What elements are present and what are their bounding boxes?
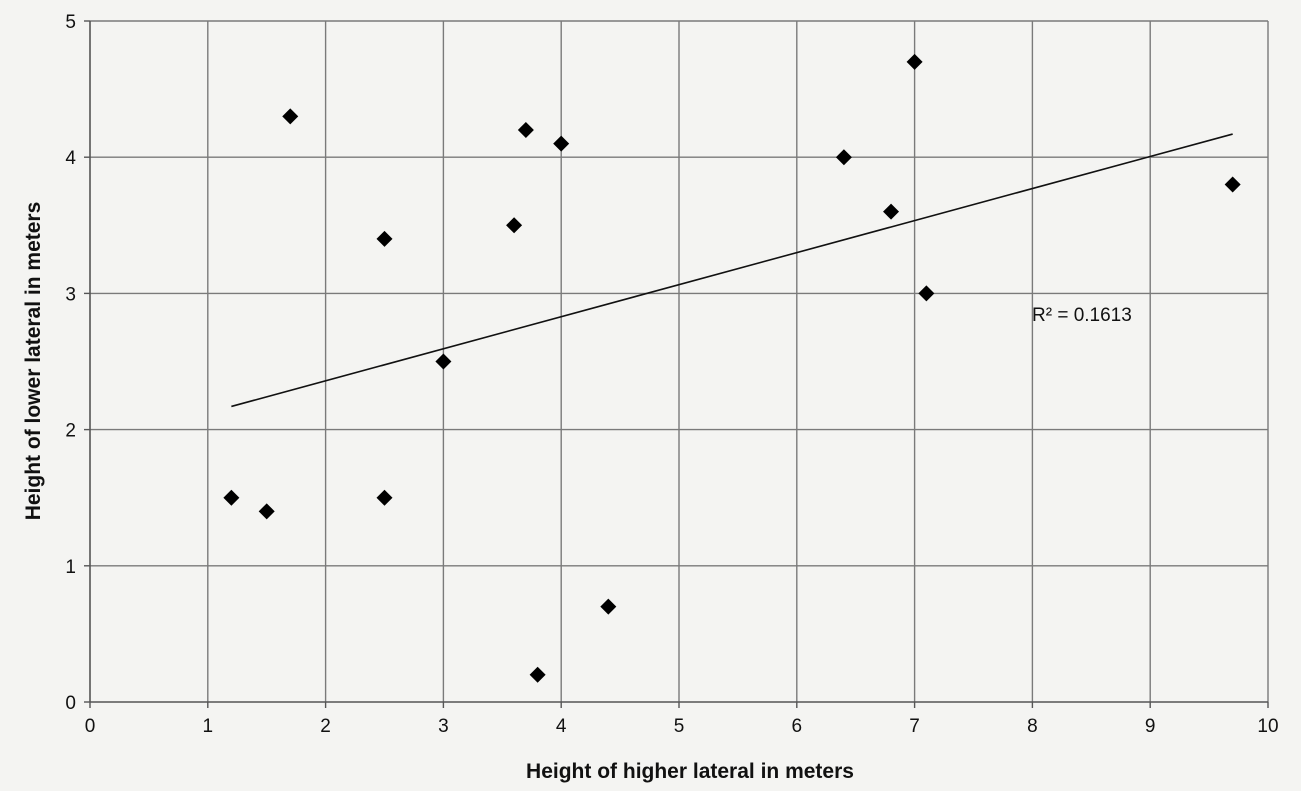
data-point (835, 149, 852, 166)
x-tick-label: 3 (438, 716, 449, 737)
data-point (529, 666, 546, 683)
y-tick-label: 5 (65, 12, 76, 33)
r-squared-label: R² = 0.1613 (1032, 305, 1132, 326)
data-point (376, 489, 393, 506)
data-point (906, 53, 923, 70)
data-point (376, 230, 393, 247)
data-points (223, 53, 1241, 683)
x-tick-label: 8 (1027, 716, 1038, 737)
data-point (553, 135, 570, 152)
data-point (258, 503, 275, 520)
x-tick-label: 1 (203, 716, 214, 737)
data-point (506, 217, 523, 234)
data-point (1224, 176, 1241, 193)
data-point (918, 285, 935, 302)
data-point (435, 353, 452, 370)
trendline-group (231, 133, 1233, 408)
x-tick-label: 2 (320, 716, 331, 737)
y-tick-label: 4 (65, 148, 76, 169)
y-tick-label: 2 (65, 421, 76, 442)
y-axis-title: Height of lower lateral in meters (22, 202, 45, 521)
axes (84, 20, 1269, 708)
x-tick-label: 7 (909, 716, 920, 737)
x-tick-label: 9 (1145, 716, 1156, 737)
y-tick-label: 0 (65, 693, 76, 714)
y-tick-label: 1 (65, 557, 76, 578)
data-point (223, 489, 240, 506)
data-point (282, 108, 299, 125)
x-axis-title: Height of higher lateral in meters (526, 760, 854, 783)
x-tick-label: 10 (1257, 716, 1278, 737)
tick-labels: 0 1 2 3 4 5 6 7 8 9 10 0 1 2 3 4 5 (65, 12, 1278, 737)
x-tick-label: 4 (556, 716, 567, 737)
x-tick-label: 0 (85, 716, 96, 737)
y-tick-label: 3 (65, 284, 76, 305)
data-point (517, 121, 534, 138)
x-tick-label: 6 (792, 716, 803, 737)
gridlines (90, 20, 1269, 702)
data-point (600, 598, 617, 615)
x-tick-label: 5 (674, 716, 685, 737)
data-point (883, 203, 900, 220)
trendline (231, 133, 1233, 408)
